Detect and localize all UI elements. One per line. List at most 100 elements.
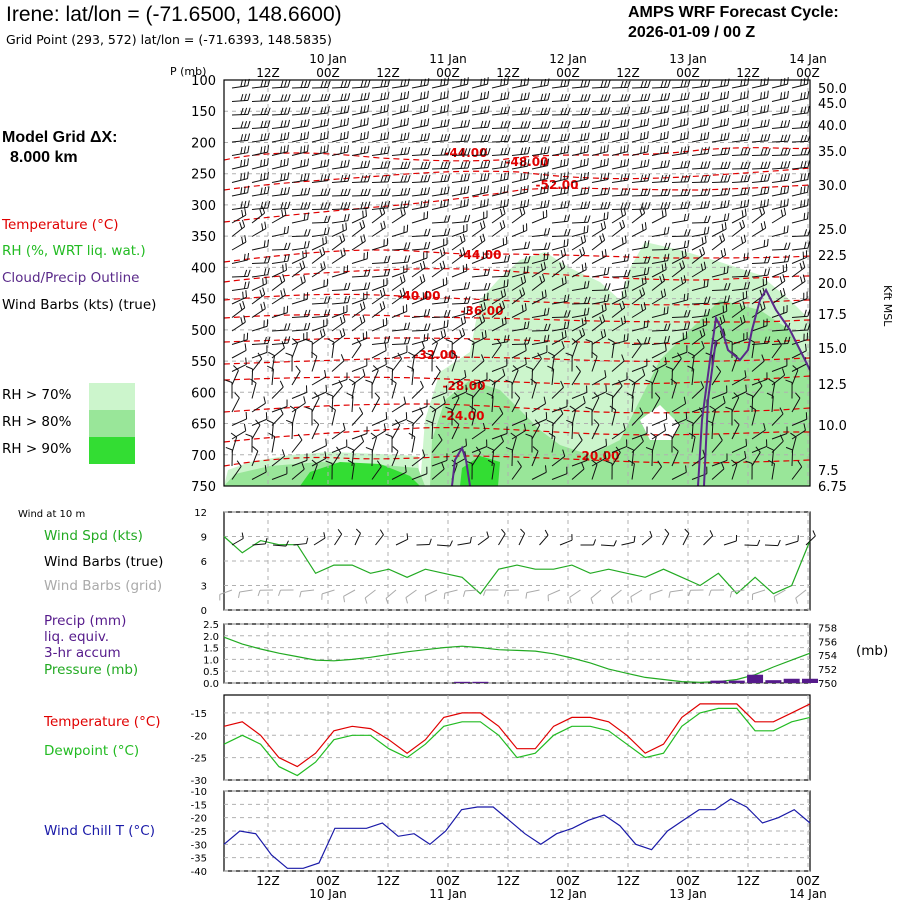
pressure-tick-label: 450 <box>191 293 216 308</box>
wind-barb <box>631 206 646 224</box>
wind-barb-feather <box>760 120 763 128</box>
wind-barb <box>791 147 811 156</box>
wind-barb <box>487 459 495 480</box>
wind-barb-feather <box>800 121 804 129</box>
wind-barb <box>391 352 403 372</box>
wind-barb-shaft <box>411 110 428 116</box>
wind-barb-feather <box>667 226 670 234</box>
wind-barb-feather <box>643 93 647 101</box>
wind-barb <box>771 105 790 116</box>
wind-barb-shaft <box>371 152 388 156</box>
wind-barb-shaft <box>251 178 268 183</box>
true-wind-barb-feather <box>757 539 761 546</box>
wind-barb-feather <box>240 121 244 129</box>
wind-barb-feather <box>380 80 384 88</box>
wind-barb-feather <box>266 419 274 424</box>
wind-barb-shaft <box>411 257 428 264</box>
wind-barb <box>511 255 531 264</box>
wind-barb-feather <box>239 303 243 311</box>
wind-barb-feather <box>500 186 502 194</box>
wind-barb-feather <box>643 145 646 153</box>
wind-barb-feather <box>480 200 482 208</box>
wind-barb-feather <box>607 201 611 209</box>
wind-barb-feather <box>507 269 511 277</box>
wind-barb-shaft <box>771 97 788 102</box>
wind-barb-feather <box>620 132 623 141</box>
wind-barb-feather <box>263 107 268 115</box>
wind-barb-feather <box>367 117 369 125</box>
wind-barb-feather <box>743 253 746 261</box>
wind-barb-shaft <box>791 218 808 224</box>
wind-barb <box>451 351 458 372</box>
wind-barb <box>751 268 771 278</box>
wind-barb-feather <box>563 93 567 101</box>
true-wind-barb <box>498 528 506 546</box>
wind-barb-feather <box>408 432 416 438</box>
true-wind-barb <box>805 530 816 546</box>
wind-barb-shaft <box>731 241 746 251</box>
wind-barb-feather <box>525 365 533 370</box>
wind-barb-shaft <box>451 221 468 224</box>
wind-barb-shaft <box>711 459 728 467</box>
wind-barb-shaft <box>231 85 248 89</box>
wind-barb-feather <box>463 296 468 304</box>
wind-barb-feather <box>281 341 285 349</box>
wind-barb-shaft <box>751 274 768 278</box>
wind-barb-feather <box>643 131 646 140</box>
wind-barb <box>731 419 740 440</box>
wind-barb-shaft <box>331 452 342 467</box>
wind-barb-feather <box>563 321 566 329</box>
wind-barb-feather <box>387 268 391 276</box>
wind-barb-shaft <box>671 403 686 413</box>
wind-barb <box>271 144 289 156</box>
wind-barb <box>351 201 371 210</box>
wind-barb-feather <box>663 288 667 296</box>
wind-barb-feather <box>627 202 631 210</box>
wind-barb-shaft <box>371 124 388 129</box>
wind-barb-feather <box>547 307 550 315</box>
wind-barb-shaft <box>251 308 266 318</box>
wind-barb-shaft <box>251 450 259 467</box>
wind-barb <box>768 459 776 480</box>
wind-barb-shaft <box>651 137 668 143</box>
wind-barb-shaft <box>311 242 327 251</box>
wind-barb-shaft <box>451 391 467 399</box>
wind-barb <box>471 302 487 318</box>
wind-barb-feather <box>287 201 291 209</box>
wind-barb-feather <box>467 119 470 127</box>
wind-barb-shaft <box>771 413 784 426</box>
wind-barb-feather <box>587 186 590 194</box>
wind-barb-feather <box>447 148 451 155</box>
wind-barb <box>671 229 691 237</box>
wind-barb-feather <box>323 296 327 304</box>
wind-barb <box>631 319 649 332</box>
true-wind-barb <box>621 536 636 546</box>
wind-barb-feather <box>647 93 651 101</box>
wind-barb-feather <box>483 77 486 86</box>
wind-barb-feather <box>707 188 711 196</box>
wind-barb <box>451 438 467 453</box>
wind-barb-feather <box>323 119 326 127</box>
wind-barb-shaft <box>671 471 687 480</box>
wind-barb <box>251 145 270 156</box>
wind-barb-feather <box>647 240 650 248</box>
wind-barb-feather <box>303 213 306 221</box>
wind-barb-feather <box>503 121 508 129</box>
wind-barb-feather <box>560 380 564 388</box>
wind-barb-feather <box>800 186 803 194</box>
wind-barb-feather <box>743 269 748 277</box>
wind-barb-feather <box>300 120 303 128</box>
wind-barb-feather <box>540 134 544 142</box>
grid-wind-barb <box>649 589 663 601</box>
wind-barb-feather <box>423 147 427 155</box>
wind-barb-feather <box>795 392 801 399</box>
wind-barb-feather <box>723 104 726 113</box>
wind-barb-feather <box>740 105 742 113</box>
wind-barb-feather <box>762 301 766 309</box>
wind-barb-shaft <box>671 166 688 170</box>
wind-barb <box>251 239 270 251</box>
wind-barb-feather <box>520 160 523 168</box>
wind-barb-shaft <box>731 193 748 197</box>
true-wind-barb-feather <box>544 529 549 536</box>
true-wind-barb-feather <box>305 537 309 544</box>
